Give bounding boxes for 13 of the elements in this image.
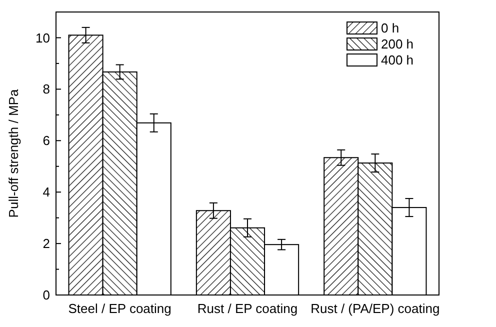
y-tick-label: 2 — [42, 236, 50, 252]
x-tick-label: Rust / EP coating — [197, 301, 298, 316]
legend-label: 400 h — [381, 52, 414, 68]
y-tick-label: 10 — [36, 30, 50, 46]
legend-label: 200 h — [381, 36, 414, 52]
y-tick-label: 6 — [42, 133, 50, 148]
y-axis-title: Pull-off strength / MPa — [6, 88, 21, 218]
y-tick-label: 4 — [42, 184, 50, 200]
x-tick-label: Rust / (PA/EP) coating — [310, 301, 440, 316]
x-tick-label: Steel / EP coating — [68, 301, 172, 316]
y-tick-label: 8 — [42, 82, 50, 97]
legend-label: 0 h — [381, 20, 400, 36]
y-tick-label: 0 — [42, 288, 50, 303]
